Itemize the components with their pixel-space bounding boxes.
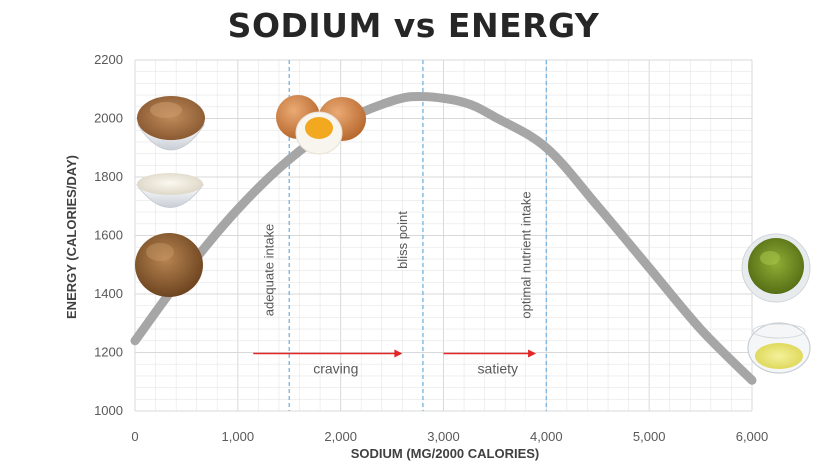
y-tick-label: 1600	[94, 228, 123, 243]
arrow-label: craving	[313, 361, 358, 377]
arrows: craving satiety	[253, 349, 537, 377]
y-axis-title: ENERGY (CALORIES/DAY)	[64, 155, 79, 319]
brown-rice-bowl-image	[137, 96, 205, 151]
white-rice-bowl-image	[136, 173, 204, 208]
reference-lines: adequate intake bliss point optimal nutrie…	[261, 60, 548, 411]
grid	[134, 59, 753, 412]
x-tick-label: 3,000	[427, 429, 460, 444]
y-tick-label: 1000	[94, 403, 123, 418]
reference-line-label: adequate intake	[261, 224, 276, 317]
x-tick-label: 0	[131, 429, 138, 444]
reference-line-label: bliss point	[395, 211, 410, 269]
x-tick-label: 6,000	[736, 429, 769, 444]
y-tick-label: 2000	[94, 111, 123, 126]
energy-curve	[130, 92, 757, 385]
arrow-head	[528, 349, 537, 358]
y-tick-labels: 1000 1200 1400 1600 1800 2000 2200	[94, 52, 123, 418]
reference-line-label: optimal nutrient intake	[518, 191, 533, 318]
y-tick-label: 1400	[94, 286, 123, 301]
arrow-head	[394, 349, 403, 358]
y-tick-label: 2200	[94, 52, 123, 67]
guacamole-bowl-image	[741, 233, 811, 303]
x-axis-title: SODIUM (MG/2000 CALORIES)	[351, 446, 540, 461]
y-tick-label: 1800	[94, 169, 123, 184]
eggs-image	[276, 95, 366, 155]
buckwheat-image	[135, 233, 203, 297]
y-tick-label: 1200	[94, 345, 123, 360]
x-tick-label: 5,000	[633, 429, 666, 444]
arrow-label: satiety	[478, 361, 518, 377]
x-tick-label: 4,000	[530, 429, 563, 444]
x-tick-label: 1,000	[222, 429, 255, 444]
chart-title: SODIUM vs ENERGY	[227, 6, 600, 45]
x-tick-labels: 0 1,000 2,000 3,000 4,000 5,000 6,000	[131, 429, 768, 444]
x-tick-label: 2,000	[324, 429, 357, 444]
oil-bowl-image	[747, 322, 811, 374]
